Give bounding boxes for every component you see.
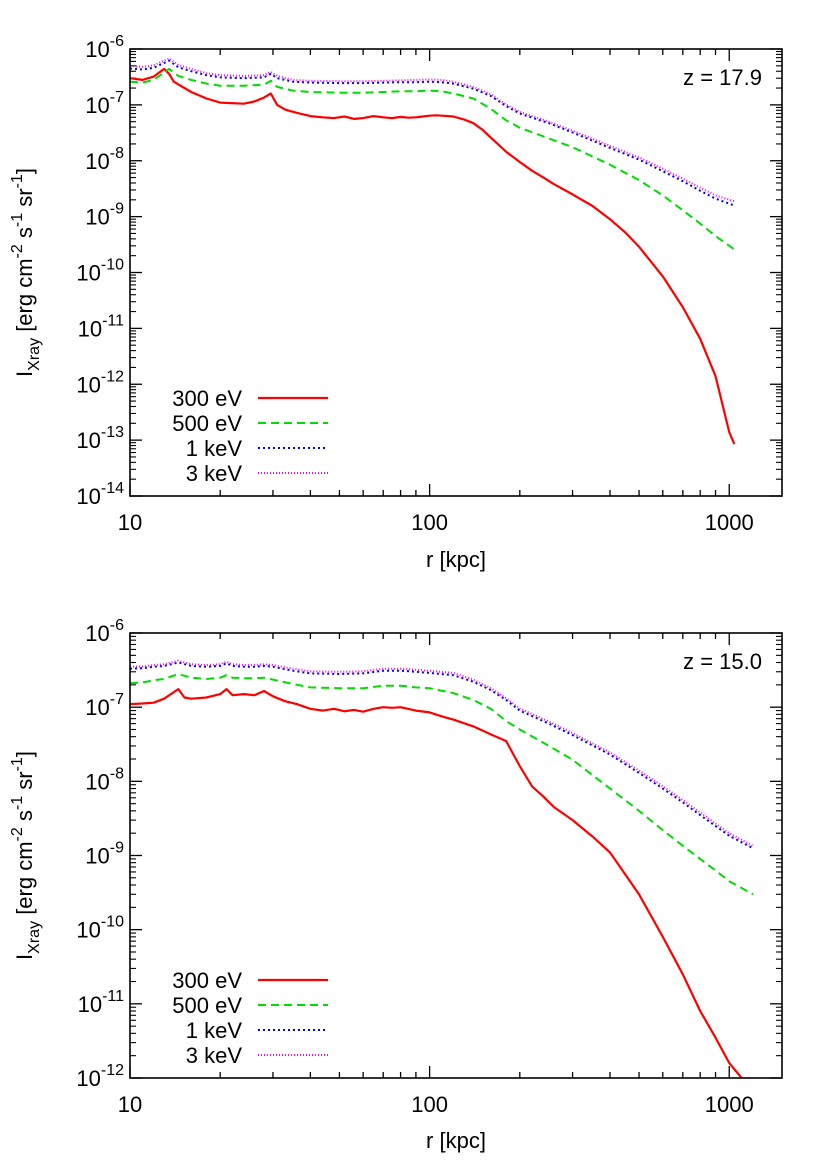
y-tick-label: 10-6 xyxy=(85,617,124,646)
series-line-3-kev xyxy=(130,659,754,847)
y-tick-base: 10 xyxy=(85,93,109,118)
legend-label: 300 eV xyxy=(172,386,242,411)
legend-label: 1 keV xyxy=(186,1018,243,1043)
ylabel-units: ] xyxy=(12,168,37,174)
y-tick-label: 10-9 xyxy=(85,840,124,869)
y-tick-label: 10-12 xyxy=(76,368,124,397)
y-tick-exponent: -12 xyxy=(101,1062,124,1079)
y-axis-label: IXray [erg cm-2 s-1 sr-1] xyxy=(9,168,43,377)
x-tick-label: 1000 xyxy=(705,510,754,535)
ylabel-units: [erg cm xyxy=(12,841,37,920)
y-tick-exponent: -11 xyxy=(102,312,124,329)
y-tick-label: 10-11 xyxy=(78,312,125,341)
y-tick-label: 10-8 xyxy=(85,765,124,794)
y-tick-base: 10 xyxy=(85,844,109,869)
legend-label: 500 eV xyxy=(172,411,242,436)
x-tick-label: 10 xyxy=(118,1092,142,1117)
ylabel-exp: -1 xyxy=(9,757,26,771)
y-tick-label: 10-10 xyxy=(76,257,124,286)
legend-label: 3 keV xyxy=(186,461,243,486)
ylabel-exp: -2 xyxy=(9,244,26,258)
y-tick-exponent: -6 xyxy=(110,33,124,50)
y-tick-label: 10-14 xyxy=(76,480,124,509)
legend-label: 1 keV xyxy=(186,436,243,461)
redshift-annotation: z = 15.0 xyxy=(683,649,762,674)
ylabel-main: I xyxy=(12,371,37,377)
series-line-300-ev xyxy=(130,687,744,1078)
series-line-300-ev xyxy=(130,67,736,445)
y-tick-base: 10 xyxy=(85,149,109,174)
x-axis-label: r [kpc] xyxy=(426,1128,486,1153)
ylabel-units: s xyxy=(12,227,37,244)
y-tick-base: 10 xyxy=(78,992,102,1017)
y-tick-base: 10 xyxy=(85,37,109,62)
y-axis-label: IXray [erg cm-2 s-1 sr-1] xyxy=(9,751,43,960)
y-tick-exponent: -7 xyxy=(110,691,124,708)
plot-frame xyxy=(129,48,783,497)
y-tick-label: 10-7 xyxy=(85,691,124,720)
y-tick-base: 10 xyxy=(76,372,100,397)
ylabel-units: s xyxy=(12,810,37,827)
y-tick-base: 10 xyxy=(85,695,109,720)
x-axis-label: r [kpc] xyxy=(426,547,486,572)
x-tick-label: 1000 xyxy=(705,1092,754,1117)
ylabel-exp: -2 xyxy=(9,827,26,841)
ylabel-main: I xyxy=(12,954,37,960)
y-tick-exponent: -10 xyxy=(101,257,124,274)
series-line-1-kev xyxy=(130,59,736,207)
legend-label: 500 eV xyxy=(172,993,242,1018)
y-tick-exponent: -12 xyxy=(101,368,124,385)
y-tick-base: 10 xyxy=(76,261,100,286)
ylabel-units: ] xyxy=(12,751,37,757)
plot-frame xyxy=(129,632,783,1079)
ylabel-units: sr xyxy=(12,771,37,795)
ylabel-exp: -1 xyxy=(9,213,26,227)
y-tick-base: 10 xyxy=(76,428,100,453)
y-tick-exponent: -6 xyxy=(110,617,124,634)
x-tick-label: 100 xyxy=(411,510,448,535)
legend-label: 300 eV xyxy=(172,968,242,993)
ylabel-units: sr xyxy=(12,188,37,212)
y-tick-exponent: -7 xyxy=(110,89,124,106)
ylabel-sub: Xray xyxy=(26,921,43,954)
y-tick-label: 10-13 xyxy=(76,424,124,453)
y-tick-label: 10-12 xyxy=(76,1062,124,1091)
y-tick-base: 10 xyxy=(76,918,100,943)
y-tick-exponent: -8 xyxy=(110,145,124,162)
y-tick-exponent: -14 xyxy=(101,480,124,497)
y-tick-label: 10-10 xyxy=(76,914,124,943)
y-tick-exponent: -13 xyxy=(101,424,124,441)
legend-label: 3 keV xyxy=(186,1043,243,1068)
y-tick-label: 10-8 xyxy=(85,145,124,174)
y-tick-label: 10-11 xyxy=(78,988,125,1017)
y-tick-exponent: -8 xyxy=(110,765,124,782)
series-line-1-kev xyxy=(130,661,754,850)
x-tick-label: 100 xyxy=(411,1092,448,1117)
y-tick-label: 10-6 xyxy=(85,33,124,62)
ylabel-sub: Xray xyxy=(26,338,43,371)
y-tick-base: 10 xyxy=(76,484,100,509)
ylabel-exp: -1 xyxy=(9,796,26,810)
y-tick-base: 10 xyxy=(85,621,109,646)
series-line-3-kev xyxy=(130,57,736,203)
y-tick-exponent: -9 xyxy=(110,840,124,857)
y-tick-label: 10-9 xyxy=(85,201,124,230)
series-line-500-ev xyxy=(130,673,754,896)
series-line-500-ev xyxy=(130,67,737,252)
ylabel-units: [erg cm xyxy=(12,258,37,337)
ylabel-exp: -1 xyxy=(9,174,26,188)
x-tick-label: 10 xyxy=(118,510,142,535)
chart-panel-2: 10 100 100010-610-710-810-910-1010-1110-12… xyxy=(9,617,783,1153)
redshift-annotation: z = 17.9 xyxy=(683,65,762,90)
y-tick-base: 10 xyxy=(85,205,109,230)
chart-panel-1: 10 100 100010-610-710-810-910-1010-1110-12… xyxy=(9,33,783,572)
y-tick-exponent: -9 xyxy=(110,201,124,218)
y-tick-base: 10 xyxy=(85,769,109,794)
y-tick-base: 10 xyxy=(78,316,102,341)
y-tick-label: 10-7 xyxy=(85,89,124,118)
y-tick-exponent: -10 xyxy=(101,914,124,931)
y-tick-exponent: -11 xyxy=(102,988,124,1005)
y-tick-base: 10 xyxy=(76,1066,100,1091)
